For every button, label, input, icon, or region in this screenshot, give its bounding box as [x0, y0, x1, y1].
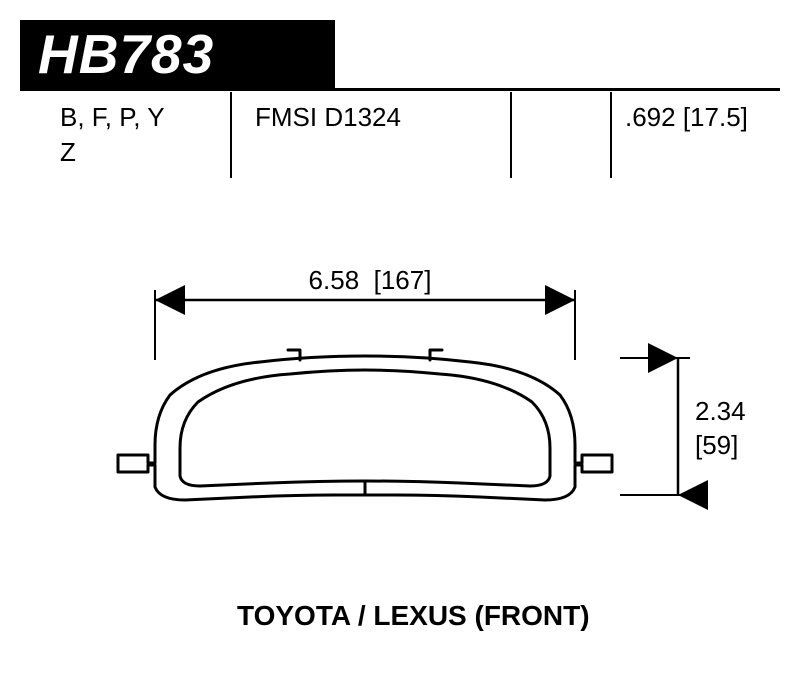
height-dimension — [620, 358, 690, 495]
brake-pad-outline — [118, 350, 612, 500]
diagram-svg — [0, 0, 800, 692]
width-dimension — [155, 290, 575, 360]
